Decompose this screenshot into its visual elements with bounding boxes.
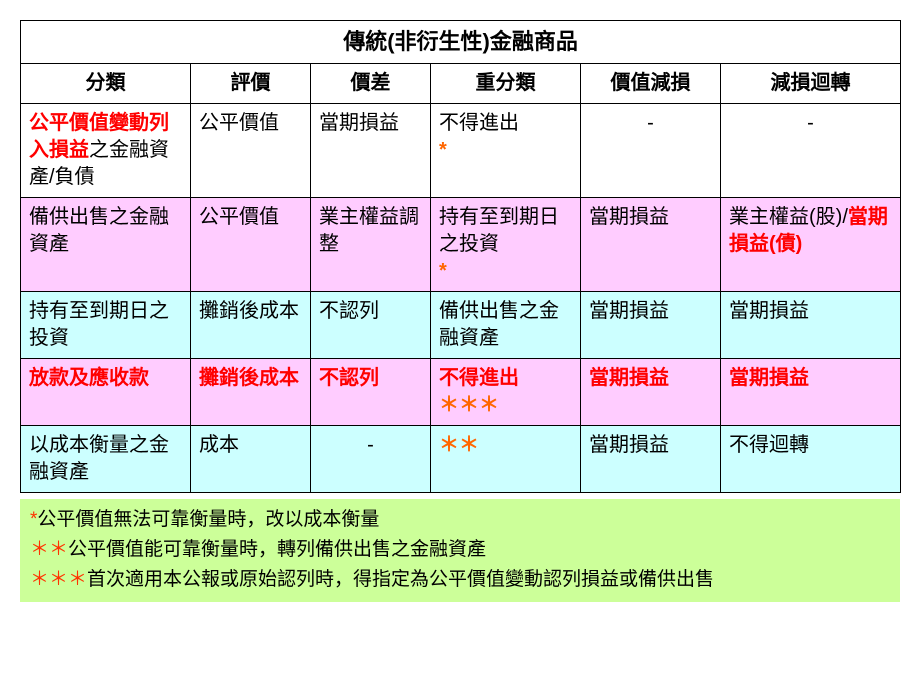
header-row: 分類 評價 價差 重分類 價值減損 減損迴轉	[21, 63, 901, 103]
r2-rev-a: 業主權益(股)/	[729, 206, 848, 228]
cell-reversal: 當期損益	[721, 358, 901, 425]
f2-star: ＊＊	[30, 539, 68, 560]
cell-valuation: 公平價值	[191, 197, 311, 291]
title-row: 傳統(非衍生性)金融商品	[21, 21, 901, 64]
r5-star: ＊＊	[439, 434, 479, 456]
cell-category: 以成本衡量之金融資產	[21, 425, 191, 492]
cell-impair: 當期損益	[581, 358, 721, 425]
cell-valuation: 成本	[191, 425, 311, 492]
footnote-2: ＊＊公平價值能可靠衡量時，轉列備供出售之金融資產	[30, 535, 890, 565]
footnote-3: ＊＊＊首次適用本公報或原始認列時，得指定為公平價值變動認列損益或備供出售	[30, 565, 890, 595]
cell-category: 持有至到期日之投資	[21, 291, 191, 358]
cell-impair: -	[581, 103, 721, 197]
cell-category: 備供出售之金融資產	[21, 197, 191, 291]
cell-spread: 不認列	[311, 358, 431, 425]
table-row: 持有至到期日之投資 攤銷後成本 不認列 備供出售之金融資產 當期損益 當期損益	[21, 291, 901, 358]
cell-reversal: 不得迴轉	[721, 425, 901, 492]
cell-reclass: 不得進出 ＊＊＊	[431, 358, 581, 425]
cell-spread: 業主權益調整	[311, 197, 431, 291]
cell-category: 放款及應收款	[21, 358, 191, 425]
table-row: 以成本衡量之金融資產 成本 - ＊＊ 當期損益 不得迴轉	[21, 425, 901, 492]
r2-reclass-text: 持有至到期日之投資	[439, 206, 559, 255]
hdr-reclass: 重分類	[431, 63, 581, 103]
cell-reversal: -	[721, 103, 901, 197]
hdr-reversal: 減損迴轉	[721, 63, 901, 103]
cell-category: 公平價值變動列入損益之金融資產/負債	[21, 103, 191, 197]
hdr-spread: 價差	[311, 63, 431, 103]
table-row: 放款及應收款 攤銷後成本 不認列 不得進出 ＊＊＊ 當期損益 當期損益	[21, 358, 901, 425]
f3-text: 首次適用本公報或原始認列時，得指定為公平價值變動認列損益或備供出售	[87, 569, 714, 590]
cell-spread: 不認列	[311, 291, 431, 358]
cell-reclass: 持有至到期日之投資 *	[431, 197, 581, 291]
r1-reclass-text: 不得進出	[439, 112, 519, 134]
cell-valuation: 公平價值	[191, 103, 311, 197]
r4-reclass-text: 不得進出	[439, 367, 519, 389]
cell-reclass: ＊＊	[431, 425, 581, 492]
footnotes-box: *公平價值無法可靠衡量時，改以成本衡量 ＊＊公平價值能可靠衡量時，轉列備供出售之…	[20, 499, 900, 602]
r1-star: *	[439, 139, 447, 161]
f1-text: 公平價值無法可靠衡量時，改以成本衡量	[37, 509, 379, 530]
cell-reclass: 備供出售之金融資產	[431, 291, 581, 358]
cell-impair: 當期損益	[581, 291, 721, 358]
cell-valuation: 攤銷後成本	[191, 358, 311, 425]
cell-reclass: 不得進出 *	[431, 103, 581, 197]
cell-impair: 當期損益	[581, 425, 721, 492]
r4-star: ＊＊＊	[439, 394, 499, 416]
financial-products-table: 傳統(非衍生性)金融商品 分類 評價 價差 重分類 價值減損 減損迴轉 公平價值…	[20, 20, 901, 493]
table-row: 公平價值變動列入損益之金融資產/負債 公平價值 當期損益 不得進出 * - -	[21, 103, 901, 197]
r2-star: *	[439, 260, 447, 282]
cell-spread: 當期損益	[311, 103, 431, 197]
f2-text: 公平價值能可靠衡量時，轉列備供出售之金融資產	[68, 539, 486, 560]
cell-impair: 當期損益	[581, 197, 721, 291]
f3-star: ＊＊＊	[30, 569, 87, 590]
hdr-category: 分類	[21, 63, 191, 103]
hdr-valuation: 評價	[191, 63, 311, 103]
cell-reversal: 當期損益	[721, 291, 901, 358]
table-row: 備供出售之金融資產 公平價值 業主權益調整 持有至到期日之投資 * 當期損益 業主…	[21, 197, 901, 291]
cell-spread: -	[311, 425, 431, 492]
cell-valuation: 攤銷後成本	[191, 291, 311, 358]
footnote-1: *公平價值無法可靠衡量時，改以成本衡量	[30, 505, 890, 535]
table-title: 傳統(非衍生性)金融商品	[21, 21, 901, 64]
cell-reversal: 業主權益(股)/當期損益(債)	[721, 197, 901, 291]
hdr-impair: 價值減損	[581, 63, 721, 103]
